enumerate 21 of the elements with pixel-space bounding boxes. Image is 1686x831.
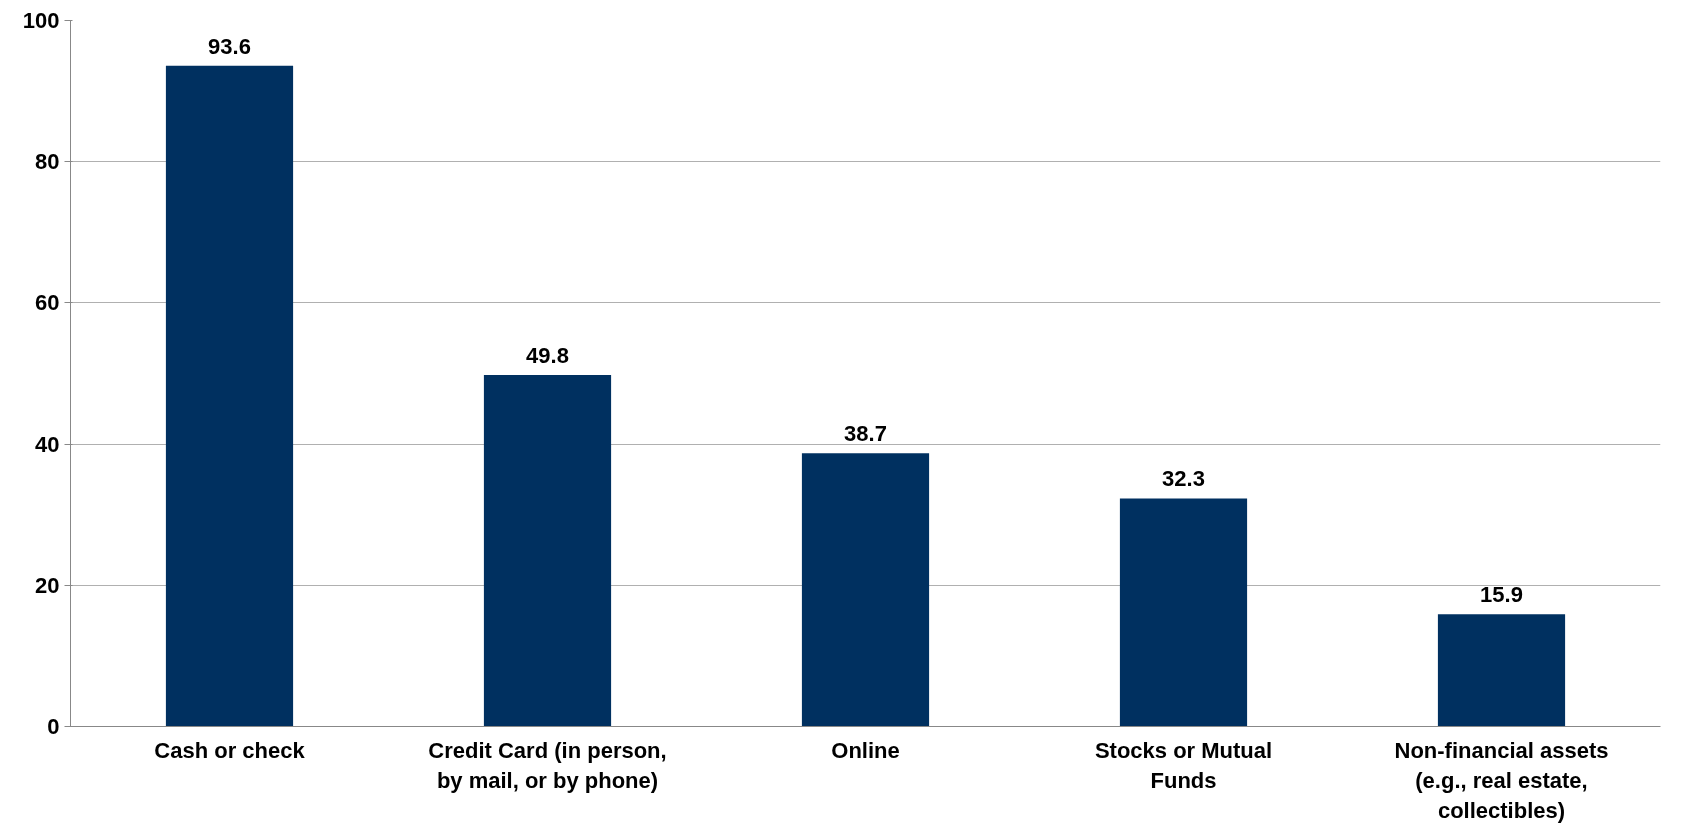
x-tick-label: Stocks or Mutual Funds [1094, 737, 1273, 793]
bar [1119, 498, 1248, 727]
data-label: 49.8 [526, 342, 569, 368]
x-tick-label: Credit Card (in person, by mail, or by phone) [428, 737, 667, 793]
bar [165, 65, 294, 727]
x-tick-label: Non-financial assets (e.g., real estate, collectibles) [1394, 737, 1609, 823]
bar [801, 453, 930, 727]
data-label: 38.7 [844, 421, 887, 447]
y-tick-label: 40 [35, 431, 60, 457]
y-tick-label: 100 [22, 8, 60, 33]
data-label: 32.3 [1162, 466, 1205, 492]
y-tick-label: 60 [35, 290, 60, 316]
x-tick-label: Cash or check [154, 737, 306, 763]
bar [483, 374, 612, 727]
x-tick-label: Online [831, 737, 900, 763]
data-label: 93.6 [208, 33, 251, 59]
y-tick-label: 80 [35, 149, 60, 175]
y-tick-label: 0 [47, 714, 60, 739]
y-tick-label: 20 [35, 572, 60, 598]
data-label: 15.9 [1480, 582, 1523, 608]
bar [1437, 614, 1566, 727]
